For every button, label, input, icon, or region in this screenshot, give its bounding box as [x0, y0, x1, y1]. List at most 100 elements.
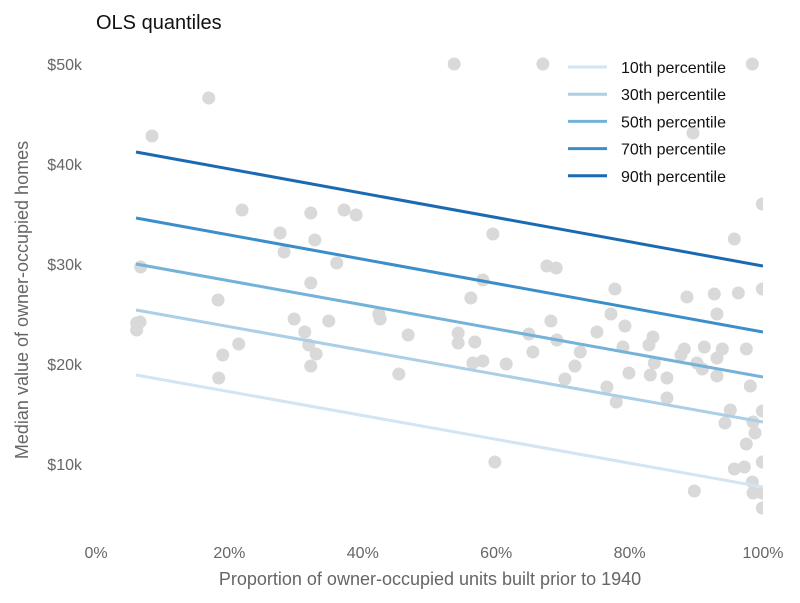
data-point — [608, 282, 622, 296]
data-point — [743, 379, 757, 393]
data-point — [723, 403, 737, 417]
data-point — [745, 57, 759, 71]
data-point — [573, 345, 587, 359]
data-point — [392, 367, 406, 381]
data-point — [304, 359, 318, 373]
data-point — [590, 325, 604, 339]
x-tick-label: 20% — [213, 545, 245, 562]
x-tick-label: 100% — [743, 545, 784, 562]
data-point — [451, 326, 465, 340]
data-point — [604, 307, 618, 321]
data-point — [544, 314, 558, 328]
data-point — [739, 437, 753, 451]
data-point — [401, 328, 415, 342]
data-point — [731, 286, 745, 300]
data-point — [304, 206, 318, 220]
data-point — [755, 501, 763, 515]
data-point — [748, 426, 762, 440]
legend-label: 70th percentile — [621, 142, 726, 159]
data-point — [277, 245, 291, 259]
data-point — [674, 348, 688, 362]
quantile-line-2 — [135, 308, 763, 424]
data-point — [755, 486, 763, 500]
data-point — [755, 282, 763, 296]
data-point — [558, 372, 572, 386]
data-point — [337, 203, 351, 217]
chart-title: OLS quantiles — [96, 12, 222, 34]
data-point — [737, 460, 751, 474]
data-point — [235, 203, 249, 217]
data-point — [486, 227, 500, 241]
data-point — [308, 233, 322, 247]
x-tick-label: 0% — [84, 545, 107, 562]
x-tick-label: 40% — [347, 545, 379, 562]
data-point — [618, 319, 632, 333]
data-point — [464, 291, 478, 305]
data-point — [727, 232, 741, 246]
data-point — [680, 290, 694, 304]
data-point — [211, 293, 225, 307]
data-point — [322, 314, 336, 328]
data-point — [622, 366, 636, 380]
data-point — [202, 91, 216, 105]
data-point — [707, 287, 721, 301]
data-point — [330, 256, 344, 270]
data-point — [526, 345, 540, 359]
x-axis-ticks: 0% 20% 40% 60% 80% 100% — [84, 545, 783, 562]
scatter-points — [130, 57, 763, 515]
x-axis-label: Proportion of owner-occupied units built… — [219, 569, 641, 589]
data-point — [468, 335, 482, 349]
legend-label: 50th percentile — [621, 114, 726, 131]
data-point — [642, 338, 656, 352]
data-point — [746, 486, 760, 500]
data-point — [755, 455, 763, 469]
data-point — [212, 371, 226, 385]
data-point — [287, 312, 301, 326]
data-point — [710, 369, 724, 383]
data-point — [232, 337, 246, 351]
quantile-line-4 — [135, 216, 763, 334]
legend: 10th percentile 30th percentile 50th perce… — [568, 60, 726, 186]
data-point — [686, 126, 700, 140]
y-tick-label: $20k — [47, 357, 83, 374]
x-tick-label: 60% — [480, 545, 512, 562]
data-point — [727, 462, 741, 476]
data-point — [499, 357, 513, 371]
data-point — [755, 404, 763, 418]
data-point — [549, 261, 563, 275]
data-point — [273, 226, 287, 240]
data-point — [739, 342, 753, 356]
data-point — [710, 351, 724, 365]
legend-label: 90th percentile — [621, 169, 726, 186]
data-point — [600, 380, 614, 394]
data-point — [488, 455, 502, 469]
y-tick-label: $50k — [47, 57, 83, 74]
data-point — [660, 391, 674, 405]
x-tick-label: 80% — [614, 545, 646, 562]
data-point — [697, 340, 711, 354]
data-point — [447, 57, 461, 71]
data-point — [466, 356, 480, 370]
y-tick-label: $40k — [47, 157, 83, 174]
y-axis-ticks: $10k $20k $30k $40k $50k — [47, 57, 83, 474]
legend-label: 10th percentile — [621, 60, 726, 77]
y-tick-label: $10k — [47, 457, 83, 474]
data-point — [145, 129, 159, 143]
data-point — [451, 336, 465, 350]
data-point — [349, 208, 363, 222]
quantile-line-5 — [135, 150, 763, 268]
data-point — [536, 57, 550, 71]
data-point — [304, 276, 318, 290]
data-point — [755, 197, 763, 211]
data-point — [568, 359, 582, 373]
data-point — [660, 371, 674, 385]
quantile-line-1 — [135, 373, 763, 489]
data-point — [373, 312, 387, 326]
quantile-line-3 — [135, 262, 763, 379]
y-axis-label: Median value of owner-occupied homes — [12, 141, 32, 459]
data-point — [609, 395, 623, 409]
data-point — [216, 348, 230, 362]
legend-label: 30th percentile — [621, 87, 726, 104]
data-point — [643, 368, 657, 382]
